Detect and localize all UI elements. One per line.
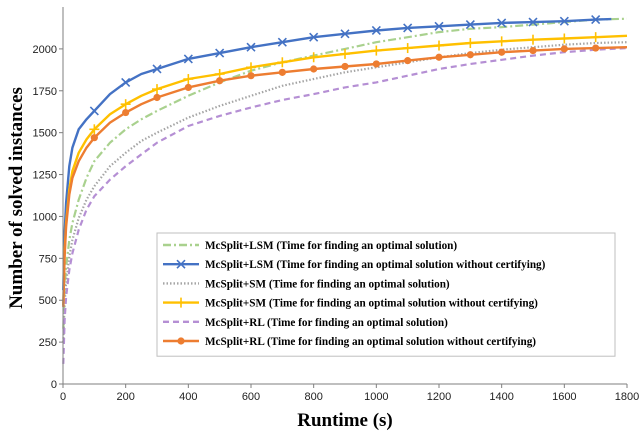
legend-label: McSplit+RL (Time for finding an optimal …: [205, 317, 448, 329]
series-point: [152, 84, 162, 95]
series-line: [62, 47, 628, 364]
legend-item: McSplit+SM (Time for finding an optimal …: [163, 278, 450, 290]
x-tick-label: 800: [304, 391, 322, 403]
series-point: [498, 48, 506, 56]
series-point: [184, 83, 192, 92]
series-5: [62, 47, 628, 364]
series-point: [277, 57, 288, 68]
series-point: [183, 74, 194, 85]
series-point: [434, 21, 444, 31]
legend-marker: [177, 337, 185, 345]
series-layer: [62, 15, 628, 364]
legend-label: McSplit+LSM (Time for finding an optimal…: [205, 240, 457, 252]
series-point: [153, 93, 161, 102]
series-point: [465, 38, 476, 49]
series-point: [89, 124, 100, 135]
y-tick-label: 1750: [33, 86, 57, 98]
x-tick-label: 200: [116, 391, 134, 403]
series-point: [341, 62, 349, 71]
x-tick-label: 1200: [427, 391, 451, 403]
series-point: [277, 37, 287, 47]
legend-marker: [176, 259, 186, 269]
series-point: [559, 33, 570, 44]
legend-label: McSplit+LSM (Time for finding an optimal…: [205, 259, 546, 271]
x-tick-label: 400: [179, 391, 197, 403]
series-point: [340, 29, 350, 39]
legend-label: McSplit+SM (Time for finding an optimal …: [205, 278, 450, 290]
series-point: [559, 16, 569, 26]
x-tick-label: 1000: [364, 391, 388, 403]
series-point: [372, 60, 380, 68]
series-point: [435, 53, 443, 61]
series-point: [496, 36, 507, 47]
series-point: [466, 51, 474, 59]
series-point: [528, 34, 538, 45]
series-2: [62, 15, 612, 291]
series-point: [246, 62, 256, 73]
x-axis-title: Runtime (s): [297, 410, 393, 431]
series-point: [371, 25, 381, 36]
y-tick-label: 250: [39, 337, 57, 349]
axes-layer: 0 200 400 600 800 1000 1200 1400 1600 1800 0 250 500…: [33, 7, 639, 403]
series-3: [62, 41, 628, 343]
y-tick-label: 2000: [33, 44, 57, 56]
legend: McSplit+LSM (Time for finding an optimal…: [156, 232, 616, 357]
series-point: [497, 18, 507, 28]
legend-marker: [176, 297, 186, 308]
x-tick-label: 600: [242, 391, 260, 403]
series-point: [246, 42, 256, 52]
y-tick-label: 1500: [33, 128, 57, 140]
y-tick-label: 750: [39, 253, 57, 265]
legend-item: McSplit+RL (Time for finding an optimal …: [163, 317, 448, 329]
series-4: [62, 32, 628, 306]
y-tick-label: 1000: [33, 211, 57, 223]
legend-label: McSplit+RL (Time for finding an optimal …: [205, 336, 536, 348]
y-tick-label: 0: [51, 379, 57, 391]
legend-label: McSplit+SM (Time for finding an optimal …: [205, 298, 538, 310]
series-point: [122, 108, 130, 117]
series-point: [121, 77, 131, 87]
series-point: [340, 48, 350, 59]
x-tick-label: 0: [60, 391, 66, 403]
series-point: [90, 134, 98, 142]
legend-item: McSplit+RL (Time for finding an optimal …: [163, 336, 536, 348]
series-point: [529, 46, 537, 55]
series-point: [309, 32, 319, 42]
x-tick-label: 1400: [489, 391, 513, 403]
series-point: [183, 54, 193, 64]
series-point: [434, 40, 444, 51]
legend-item: McSplit+LSM (Time for finding an optimal…: [163, 240, 457, 252]
series-point: [247, 72, 255, 80]
y-tick-label: 500: [39, 295, 57, 307]
series-point: [89, 106, 99, 116]
series-point: [403, 23, 413, 33]
series-point: [590, 32, 601, 43]
series-point: [560, 45, 568, 53]
series-line: [62, 41, 628, 343]
legend-box: [156, 232, 616, 357]
x-tick-label: 1600: [552, 391, 576, 403]
series-point: [215, 48, 225, 58]
series-point: [592, 44, 600, 52]
legend-item: McSplit+LSM (Time for finding an optimal…: [163, 259, 546, 271]
series-point: [152, 64, 162, 74]
series-point: [371, 45, 382, 56]
legend-item: McSplit+SM (Time for finding an optimal …: [163, 297, 538, 310]
series-point: [310, 65, 318, 73]
series-point: [120, 99, 131, 110]
series-point: [216, 77, 224, 85]
series-point: [528, 17, 538, 27]
series-point: [465, 20, 475, 30]
series-point: [278, 68, 286, 76]
series-point: [402, 43, 413, 54]
series-point: [591, 15, 601, 25]
x-tick-label: 1800: [615, 391, 639, 403]
series-point: [404, 57, 412, 65]
y-axis-title: Number of solved instances: [6, 87, 27, 309]
series-6: [62, 44, 628, 307]
series-point: [308, 52, 319, 63]
y-tick-label: 1250: [33, 170, 57, 182]
